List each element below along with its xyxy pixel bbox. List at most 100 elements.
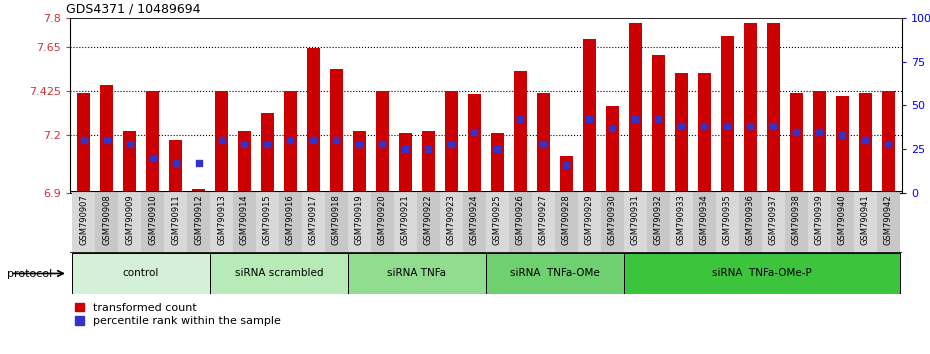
Bar (693, 191, 716, 253)
Text: GSM790913: GSM790913 (217, 194, 226, 245)
Point (467, 129, 482, 135)
Bar (256, 191, 279, 253)
Bar (164, 191, 187, 253)
Text: GSM790922: GSM790922 (424, 194, 433, 245)
Bar (210, 253, 348, 294)
Bar (767, 23, 779, 193)
Bar (854, 191, 877, 253)
Point (536, 141, 551, 147)
Text: siRNA scrambled: siRNA scrambled (234, 268, 324, 279)
Bar (422, 131, 434, 193)
Text: GSM790911: GSM790911 (171, 194, 180, 245)
Text: GSM790914: GSM790914 (240, 194, 249, 245)
Point (604, 125, 619, 131)
Bar (95, 191, 118, 253)
Text: GSM790932: GSM790932 (654, 194, 663, 245)
Bar (302, 191, 325, 253)
Bar (538, 93, 550, 193)
Bar (417, 191, 440, 253)
Bar (601, 191, 624, 253)
Bar (463, 191, 485, 253)
Point (352, 141, 367, 147)
Bar (670, 191, 693, 253)
Bar (399, 133, 412, 193)
Text: siRNA  TNFa-OMe: siRNA TNFa-OMe (510, 268, 600, 279)
Text: GSM790909: GSM790909 (125, 194, 134, 245)
Bar (808, 191, 830, 253)
Point (398, 146, 413, 152)
Bar (790, 93, 803, 193)
Point (513, 116, 528, 122)
Bar (233, 191, 256, 253)
Point (421, 146, 436, 152)
Text: protocol: protocol (7, 269, 53, 279)
Bar (509, 191, 532, 253)
Bar (491, 133, 504, 193)
Bar (785, 191, 808, 253)
Bar (578, 191, 601, 253)
Point (237, 141, 252, 147)
Text: GSM790940: GSM790940 (838, 194, 847, 245)
Bar (652, 55, 665, 193)
Bar (859, 93, 871, 193)
Bar (744, 23, 757, 193)
Bar (72, 253, 210, 294)
Bar (440, 191, 463, 253)
Legend: transformed count, percentile rank within the sample: transformed count, percentile rank withi… (75, 303, 281, 326)
Bar (738, 191, 762, 253)
Point (651, 116, 666, 122)
Bar (371, 191, 394, 253)
Text: GSM790942: GSM790942 (884, 194, 893, 245)
Bar (118, 191, 141, 253)
Text: GSM790933: GSM790933 (677, 194, 685, 245)
Bar (762, 191, 785, 253)
Bar (485, 191, 509, 253)
Bar (882, 91, 895, 193)
Point (214, 138, 229, 143)
Text: GSM790926: GSM790926 (516, 194, 525, 245)
Bar (77, 93, 90, 193)
Point (559, 162, 574, 168)
Bar (624, 253, 900, 294)
Bar (624, 191, 647, 253)
Text: GSM790907: GSM790907 (79, 194, 88, 245)
Point (76, 138, 91, 143)
Point (145, 155, 160, 161)
Text: GSM790908: GSM790908 (102, 194, 111, 245)
Bar (325, 191, 348, 253)
Point (100, 138, 114, 143)
Text: GSM790912: GSM790912 (194, 194, 203, 245)
Point (191, 160, 206, 166)
Bar (394, 191, 417, 253)
Bar (169, 141, 182, 193)
Bar (716, 191, 738, 253)
Point (329, 138, 344, 143)
Text: GSM790920: GSM790920 (378, 194, 387, 245)
Text: GSM790918: GSM790918 (332, 194, 341, 245)
Bar (560, 156, 573, 193)
Bar (836, 96, 849, 193)
Bar (485, 253, 624, 294)
Text: GSM790935: GSM790935 (723, 194, 732, 245)
Bar (698, 73, 711, 193)
Text: GSM790924: GSM790924 (470, 194, 479, 245)
Bar (261, 113, 273, 193)
Bar (353, 131, 365, 193)
Point (582, 116, 597, 122)
Text: GSM790910: GSM790910 (148, 194, 157, 245)
Text: GSM790941: GSM790941 (861, 194, 870, 245)
Bar (830, 191, 854, 253)
Text: GSM790928: GSM790928 (562, 194, 571, 245)
Point (444, 141, 458, 147)
Point (375, 141, 390, 147)
Bar (514, 71, 526, 193)
Point (720, 124, 735, 129)
Bar (330, 69, 343, 193)
Point (766, 124, 781, 129)
Text: GSM790923: GSM790923 (447, 194, 456, 245)
Bar (100, 85, 113, 193)
Point (697, 124, 711, 129)
Point (283, 138, 298, 143)
Text: GSM790915: GSM790915 (263, 194, 272, 245)
Text: GSM790917: GSM790917 (309, 194, 318, 245)
